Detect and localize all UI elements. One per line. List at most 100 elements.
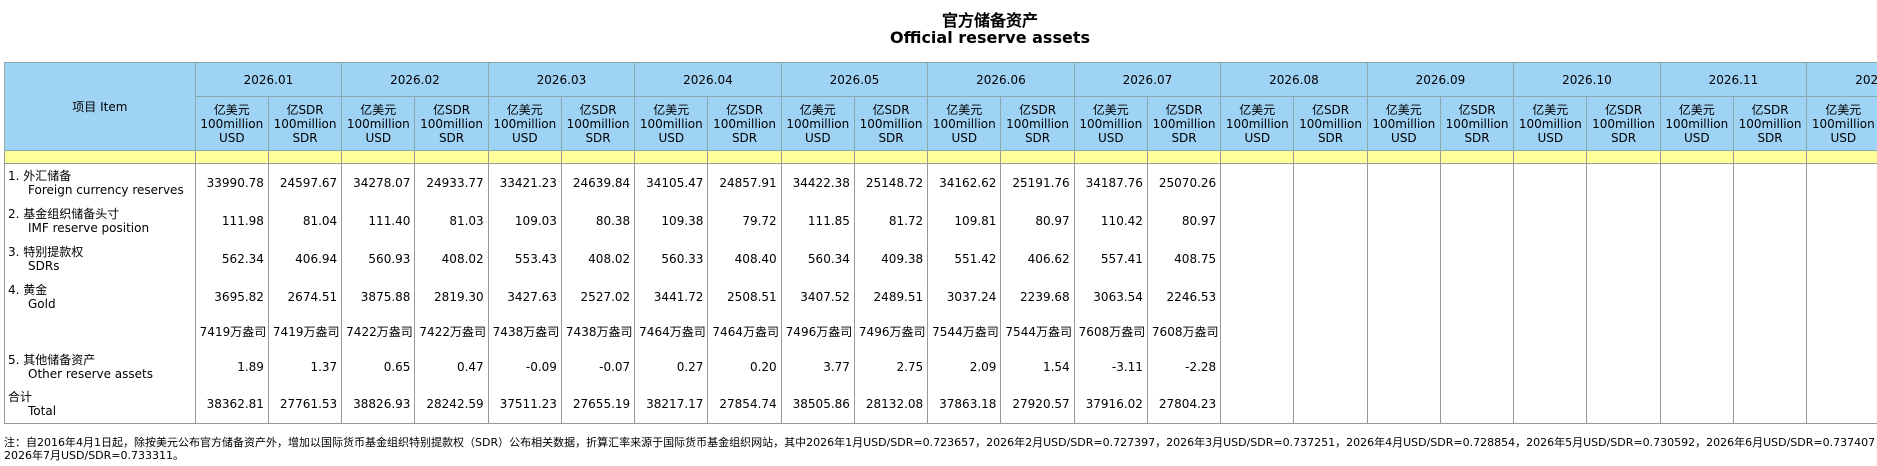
label-en: Gold	[28, 296, 56, 311]
label-cn: 2. 基金组织储备头寸	[8, 206, 120, 221]
header-row: 项目 Item 2026.01 2026.02 2026.03 2026.04 2026.…	[4, 62, 1877, 151]
value-cell: 2819.30	[414, 277, 489, 316]
month-header: 2026.06	[927, 62, 1075, 97]
value-cell: 1.37	[267, 347, 343, 386]
value-cell: 7464万盎司	[634, 315, 709, 348]
empty-cell	[1220, 163, 1295, 202]
value-cell: 38217.17	[634, 385, 709, 424]
empty-cell	[1732, 201, 1808, 240]
unit-header: 亿SDR 100million SDR	[1439, 96, 1515, 151]
value-cell: 27804.23	[1146, 385, 1222, 424]
empty-cell	[1513, 201, 1588, 240]
value-cell: 25148.72	[853, 163, 929, 202]
unit-header: 亿SDR 100million SDR	[1586, 96, 1661, 151]
empty-cell	[1220, 385, 1295, 424]
value-cell: 7422万盎司	[341, 315, 416, 348]
value-cell: 2489.51	[853, 277, 929, 316]
empty-cell	[1586, 385, 1661, 424]
value-cell: 34422.38	[780, 163, 855, 202]
value-cell: 33990.78	[194, 163, 269, 202]
value-cell: 7438万盎司	[487, 315, 562, 348]
unit-header: 亿SDR 100million SDR	[853, 96, 929, 151]
value-cell: 1.89	[194, 347, 269, 386]
value-cell: 38362.81	[194, 385, 269, 424]
empty-cell	[1293, 315, 1368, 348]
empty-cell	[1659, 163, 1734, 202]
empty-cell	[1806, 277, 1877, 316]
value-cell: 7438万盎司	[560, 315, 636, 348]
spacer-cell	[927, 150, 1002, 164]
empty-cell	[1293, 277, 1368, 316]
unit-header: 亿美元 100million USD	[1659, 96, 1734, 151]
empty-cell	[1366, 201, 1441, 240]
unit-header: 亿美元 100million USD	[927, 96, 1002, 151]
title-en: Official reserve assets	[890, 28, 1090, 47]
value-cell: 2508.51	[707, 277, 782, 316]
unit-header: 亿SDR 100million SDR	[1146, 96, 1222, 151]
empty-cell	[1586, 277, 1661, 316]
spacer-cell	[1220, 150, 1295, 164]
value-cell: 1.54	[1000, 347, 1075, 386]
value-cell: 2246.53	[1146, 277, 1222, 316]
spacer-cell	[414, 150, 489, 164]
unit-header: 亿SDR 100million SDR	[560, 96, 636, 151]
value-cell: 111.98	[194, 201, 269, 240]
unit-header: 亿SDR 100million SDR	[1000, 96, 1075, 151]
empty-cell	[1293, 201, 1368, 240]
value-cell: 34278.07	[341, 163, 416, 202]
value-cell: 25191.76	[1000, 163, 1075, 202]
empty-cell	[1659, 239, 1734, 278]
value-cell: 37916.02	[1073, 385, 1148, 424]
value-cell: -3.11	[1073, 347, 1148, 386]
row-label	[4, 315, 196, 348]
value-cell: 406.94	[267, 239, 343, 278]
empty-cell	[1732, 277, 1808, 316]
empty-cell	[1439, 277, 1515, 316]
value-cell: 7608万盎司	[1146, 315, 1222, 348]
row-label: 4. 黄金 Gold	[4, 277, 196, 316]
value-cell: 24639.84	[560, 163, 636, 202]
item-header: 项目 Item	[4, 62, 196, 151]
empty-cell	[1806, 239, 1877, 278]
value-cell: 0.47	[414, 347, 489, 386]
unit-header: 亿美元 100million USD	[1513, 96, 1588, 151]
unit-header: 亿SDR 100million SDR	[1293, 96, 1368, 151]
unit-header: 亿美元 100million USD	[1220, 96, 1295, 151]
value-cell: 3407.52	[780, 277, 855, 316]
empty-cell	[1513, 239, 1588, 278]
empty-cell	[1732, 163, 1808, 202]
empty-cell	[1659, 201, 1734, 240]
data-row: 4. 黄金 Gold 3695.82 2674.51 3875.88 2819.30 342…	[4, 277, 1877, 316]
unit-header: 亿美元 100million USD	[194, 96, 269, 151]
label-en: IMF reserve position	[28, 220, 150, 235]
row-label: 2. 基金组织储备头寸 IMF reserve position	[4, 201, 196, 240]
spacer-cell	[341, 150, 416, 164]
label-cn: 5. 其他储备资产	[8, 352, 96, 367]
value-cell: 7419万盎司	[267, 315, 343, 348]
unit-header: 亿SDR 100million SDR	[707, 96, 782, 151]
value-cell: 0.65	[341, 347, 416, 386]
empty-cell	[1439, 163, 1515, 202]
empty-cell	[1806, 347, 1877, 386]
spacer-row	[4, 150, 1877, 164]
month-header: 2026.09	[1366, 62, 1515, 97]
empty-cell	[1293, 163, 1368, 202]
spacer-cell	[1073, 150, 1148, 164]
value-cell: 7496万盎司	[780, 315, 855, 348]
value-cell: 0.27	[634, 347, 709, 386]
value-cell: 406.62	[1000, 239, 1075, 278]
empty-cell	[1806, 315, 1877, 348]
empty-cell	[1732, 385, 1808, 424]
value-cell: 2.09	[927, 347, 1002, 386]
value-cell: 560.33	[634, 239, 709, 278]
value-cell: 24597.67	[267, 163, 343, 202]
spacer-cell	[634, 150, 709, 164]
value-cell: 7544万盎司	[927, 315, 1002, 348]
empty-cell	[1366, 163, 1441, 202]
empty-cell	[1439, 347, 1515, 386]
value-cell: 34162.62	[927, 163, 1002, 202]
unit-header: 亿美元 100million USD	[1366, 96, 1441, 151]
value-cell: 408.02	[414, 239, 489, 278]
empty-cell	[1220, 315, 1295, 348]
value-cell: 81.04	[267, 201, 343, 240]
